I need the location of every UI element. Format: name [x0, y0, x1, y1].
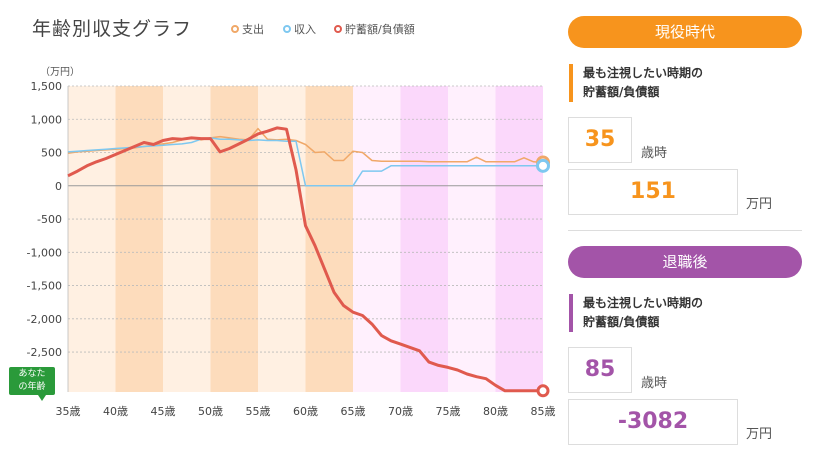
chart-title: 年齢別収支グラフ	[32, 18, 193, 40]
legend-expense-icon	[231, 25, 239, 33]
x-tick-label: 55歳	[246, 405, 271, 418]
x-tick-label: 40歳	[103, 405, 128, 418]
x-tick-label: 50歳	[198, 405, 223, 418]
retired-subtitle: 最も注視したい時期の 貯蓄額/負債額	[569, 294, 703, 332]
x-tick-label: 80歳	[483, 405, 508, 418]
age-band	[495, 86, 543, 392]
retired-age-field[interactable]: 85	[568, 347, 632, 393]
series-end-marker	[536, 158, 550, 173]
legend-savings[interactable]: 貯蓄額/負債額	[334, 21, 415, 37]
legend-income[interactable]: 収入	[283, 21, 316, 37]
working-subtitle: 最も注視したい時期の 貯蓄額/負債額	[569, 64, 703, 102]
y-tick-label: -500	[37, 213, 62, 226]
x-tick-label: 70歳	[388, 405, 413, 418]
legend-expense-label: 支出	[242, 23, 264, 36]
retired-age-unit: 歳時	[641, 376, 668, 391]
legend-income-icon	[283, 25, 291, 33]
age-band	[210, 86, 258, 392]
retired-amount-value: -3082	[568, 399, 738, 445]
age-band	[400, 86, 448, 392]
your-age-badge: あなたの年齢	[9, 367, 55, 401]
x-tick-label: 75歳	[436, 405, 461, 418]
age-band	[353, 86, 401, 392]
y-tick-label: -1,000	[27, 246, 62, 259]
y-tick-label: -1,500	[27, 280, 62, 293]
age-band	[68, 86, 116, 392]
series-line-1	[67, 137, 543, 187]
your-age-badge-label: あなたの年齢	[18, 369, 46, 392]
legend-income-label: 収入	[294, 23, 316, 36]
retired-amount-unit: 万円	[746, 427, 773, 442]
working-age-field[interactable]: 35	[568, 117, 632, 163]
y-tick-label: 1,500	[31, 80, 63, 93]
working-amount-unit: 万円	[746, 197, 773, 212]
age-band	[448, 86, 496, 392]
y-tick-label: -2,500	[27, 346, 62, 359]
legend-savings-label: 貯蓄額/負債額	[345, 23, 415, 36]
y-unit-label: （万円）	[40, 66, 80, 78]
age-band	[163, 86, 211, 392]
working-age-unit: 歳時	[641, 146, 668, 161]
age-band	[115, 86, 163, 392]
panel-divider	[568, 230, 802, 231]
y-tick-label: 1,000	[31, 113, 63, 126]
x-tick-label: 35歳	[56, 405, 81, 418]
x-tick-label: 85歳	[531, 405, 556, 418]
working-amount-value: 151	[568, 169, 738, 215]
legend-savings-icon	[334, 25, 342, 33]
y-tick-label: -2,000	[27, 313, 62, 326]
series-end-marker	[536, 384, 550, 398]
y-tick-label: 500	[41, 147, 62, 160]
y-tick-label: 0	[55, 180, 62, 193]
working-period-button[interactable]: 現役時代	[568, 16, 802, 48]
legend-expense[interactable]: 支出	[231, 21, 264, 37]
x-tick-label: 65歳	[341, 405, 366, 418]
balance-chart: 1,500 1,000 500 0 -500 -1,000 -1,500 -2,000 -2,5…	[27, 66, 556, 418]
series-line-2	[67, 126, 543, 393]
x-tick-label: 60歳	[293, 405, 318, 418]
retired-period-button[interactable]: 退職後	[568, 246, 802, 278]
x-tick-label: 45歳	[151, 405, 176, 418]
